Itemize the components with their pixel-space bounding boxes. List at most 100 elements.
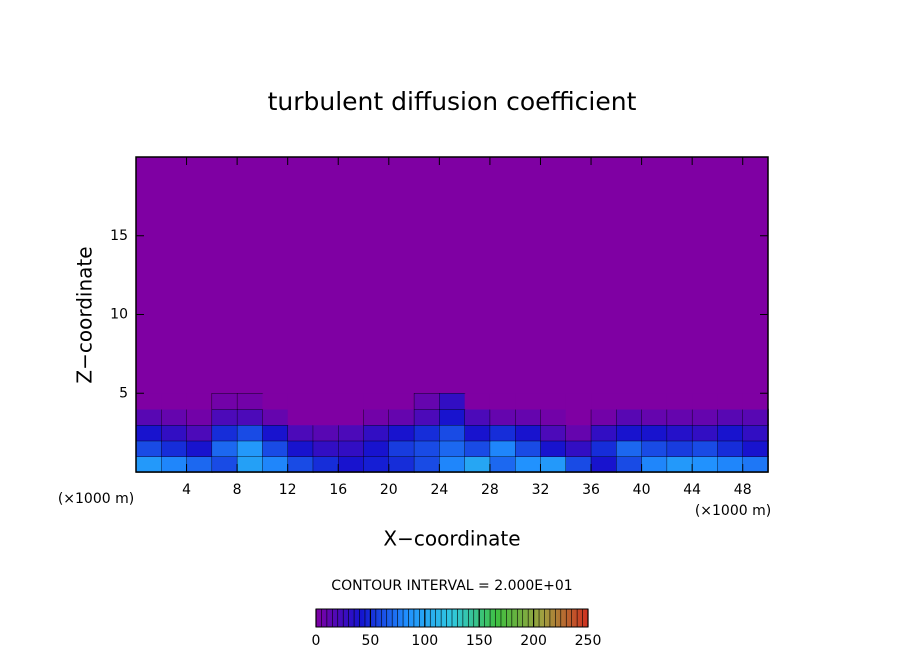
field-cell <box>388 393 415 410</box>
field-cell <box>439 440 466 457</box>
field-cell <box>287 424 314 442</box>
field-cell <box>413 424 441 442</box>
field-cell <box>211 440 238 457</box>
field-cell <box>186 408 213 426</box>
y-tick-label: 15 <box>110 228 128 244</box>
field-cell <box>439 408 466 426</box>
x-tick-label: 40 <box>633 482 651 498</box>
field-cell <box>262 408 289 426</box>
x-tick-label: 16 <box>329 482 347 498</box>
field-cell <box>692 393 718 410</box>
field-cell <box>363 408 390 426</box>
field-cell <box>262 440 289 457</box>
field-cell <box>691 456 719 473</box>
field-cell <box>287 409 314 426</box>
x-axis-label: X−coordinate <box>383 527 520 551</box>
colorbar-tick-label: 200 <box>520 633 547 649</box>
field-cell <box>489 440 516 457</box>
colorbar-tick-label: 100 <box>411 633 438 649</box>
field-cell <box>590 424 618 442</box>
field-cell <box>464 393 491 410</box>
field-cell <box>211 393 238 410</box>
field-cell <box>691 408 719 426</box>
field-cell <box>312 424 339 442</box>
field-cell <box>691 424 719 442</box>
field-cell <box>135 408 162 426</box>
colorbar-tick-label: 250 <box>575 633 602 649</box>
field-cell <box>186 393 213 410</box>
x-tick-label: 36 <box>582 482 600 498</box>
field-cell <box>262 424 289 442</box>
field-cell <box>540 440 567 457</box>
field-cell <box>616 393 643 410</box>
field-cell <box>464 440 491 457</box>
field-cell <box>666 408 693 426</box>
field-cell <box>312 393 339 410</box>
x-tick-label: 20 <box>380 482 398 498</box>
field-cell <box>136 393 162 410</box>
x-tick-label: 4 <box>182 482 191 498</box>
field-cell <box>489 408 516 426</box>
field-cell <box>515 408 542 426</box>
colorbar-tick-label: 0 <box>312 633 321 649</box>
field-cell <box>236 440 264 457</box>
field-cell <box>717 393 744 410</box>
field-cell <box>211 456 238 473</box>
field-cell <box>540 408 567 426</box>
field-cell <box>388 440 415 457</box>
field-cell <box>161 408 188 426</box>
field-cell <box>413 440 441 457</box>
field-cell <box>363 393 390 410</box>
field-cell <box>540 393 567 410</box>
field-cell <box>338 456 365 473</box>
field-cell <box>338 409 365 426</box>
x-tick-label: 44 <box>683 482 701 498</box>
field-cell <box>161 424 188 442</box>
x-tick-label: 24 <box>430 482 448 498</box>
field-cell <box>312 409 339 426</box>
field-cell <box>565 424 592 442</box>
field-cell <box>717 440 744 457</box>
colorbar-tick-label: 150 <box>466 633 493 649</box>
field-cell <box>464 408 491 426</box>
field-cell <box>388 408 415 426</box>
field-cell <box>565 409 592 426</box>
field-cell <box>135 440 162 457</box>
field-cell <box>691 440 719 457</box>
field-cell <box>590 456 618 473</box>
field-cell <box>666 393 693 410</box>
field-cell <box>413 393 441 410</box>
field-cell <box>717 424 744 442</box>
colorbar-title: CONTOUR INTERVAL = 2.000E+01 <box>331 578 572 594</box>
x-tick-label: 8 <box>233 482 242 498</box>
field-cell <box>565 456 592 473</box>
field-cell <box>515 424 542 442</box>
field-cell <box>262 393 289 410</box>
field-cell <box>590 408 618 426</box>
field-cell <box>439 393 466 410</box>
field-cell <box>161 440 188 457</box>
field-cell <box>161 456 188 473</box>
field-cell <box>616 424 643 442</box>
field-cell <box>363 424 390 442</box>
field-cell <box>338 440 365 457</box>
field-cell <box>439 424 466 442</box>
field-cell <box>236 424 264 442</box>
x-tick-label: 12 <box>279 482 297 498</box>
field-cell <box>413 408 441 426</box>
field-cell <box>464 456 491 473</box>
field-cell <box>540 456 567 473</box>
field-cell <box>666 424 693 442</box>
field-cell <box>742 456 769 473</box>
field-cell <box>186 424 213 442</box>
field-cell <box>540 424 567 442</box>
y-unit-label: (×1000 m) <box>58 491 134 507</box>
field-cell <box>717 456 744 473</box>
field-cell <box>388 456 415 473</box>
field-cell <box>186 440 213 457</box>
field-cell <box>565 440 592 457</box>
x-tick-label: 48 <box>734 482 752 498</box>
field-cell <box>565 393 592 410</box>
field-cell <box>236 408 264 426</box>
